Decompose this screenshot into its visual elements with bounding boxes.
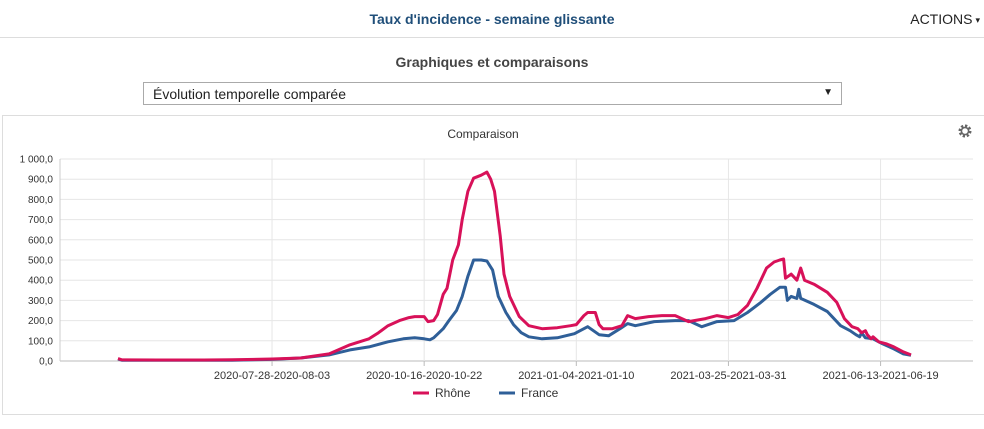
- y-tick-label: 600,0: [28, 235, 53, 246]
- legend-item-france[interactable]: France: [499, 386, 559, 400]
- top-bar: Taux d'incidence - semaine glissante ACT…: [0, 0, 984, 38]
- x-tick-label: 2020-07-28-2020-08-03: [214, 370, 330, 382]
- y-tick-label: 800,0: [28, 195, 53, 206]
- actions-label: ACTIONS: [910, 11, 973, 27]
- y-tick-label: 1 000,0: [20, 155, 54, 166]
- y-tick-label: 100,0: [28, 336, 53, 347]
- comparison-chart: Comparaison 0,0 100,0 200,0 300,0 400,0 500,0…: [20, 124, 973, 400]
- x-tick-label: 2021-01-04-2021-01-10: [518, 370, 634, 382]
- y-tick-label: 300,0: [28, 296, 53, 307]
- caret-down-icon: ▾: [975, 14, 980, 25]
- legend-label: Rhône: [435, 386, 471, 400]
- y-tick-label: 400,0: [28, 276, 53, 287]
- page-title: Taux d'incidence - semaine glissante: [369, 11, 615, 27]
- settings-button[interactable]: [958, 124, 972, 138]
- chart-panel: Comparaison 0,0 100,0 200,0 300,0 400,0 500,0…: [2, 115, 984, 415]
- legend-label: France: [521, 386, 559, 400]
- series-line-rhone[interactable]: [117, 170, 912, 362]
- x-tick-label: 2021-03-25-2021-03-31: [670, 370, 786, 382]
- gear-icon: [958, 124, 972, 138]
- chart-title: Comparaison: [447, 127, 518, 141]
- y-tick-label: 700,0: [28, 215, 53, 226]
- legend-item-rhone[interactable]: Rhône: [413, 386, 471, 400]
- x-tick-label: 2020-10-16-2020-10-22: [366, 370, 482, 382]
- view-select-value: Évolution temporelle comparée: [153, 86, 346, 102]
- y-tick-label: 900,0: [28, 175, 53, 186]
- chevron-down-icon: ▼: [823, 87, 833, 98]
- series-line-france[interactable]: [117, 258, 912, 362]
- actions-menu-button[interactable]: ACTIONS ▾: [910, 11, 980, 27]
- section-title: Graphiques et comparaisons: [395, 54, 589, 70]
- y-tick-label: 200,0: [28, 316, 53, 327]
- x-tick-label: 2021-06-13-2021-06-19: [822, 370, 938, 382]
- y-tick-label: 500,0: [28, 256, 53, 267]
- view-select[interactable]: Évolution temporelle comparée ▼: [143, 82, 842, 105]
- y-tick-label: 0,0: [39, 357, 53, 368]
